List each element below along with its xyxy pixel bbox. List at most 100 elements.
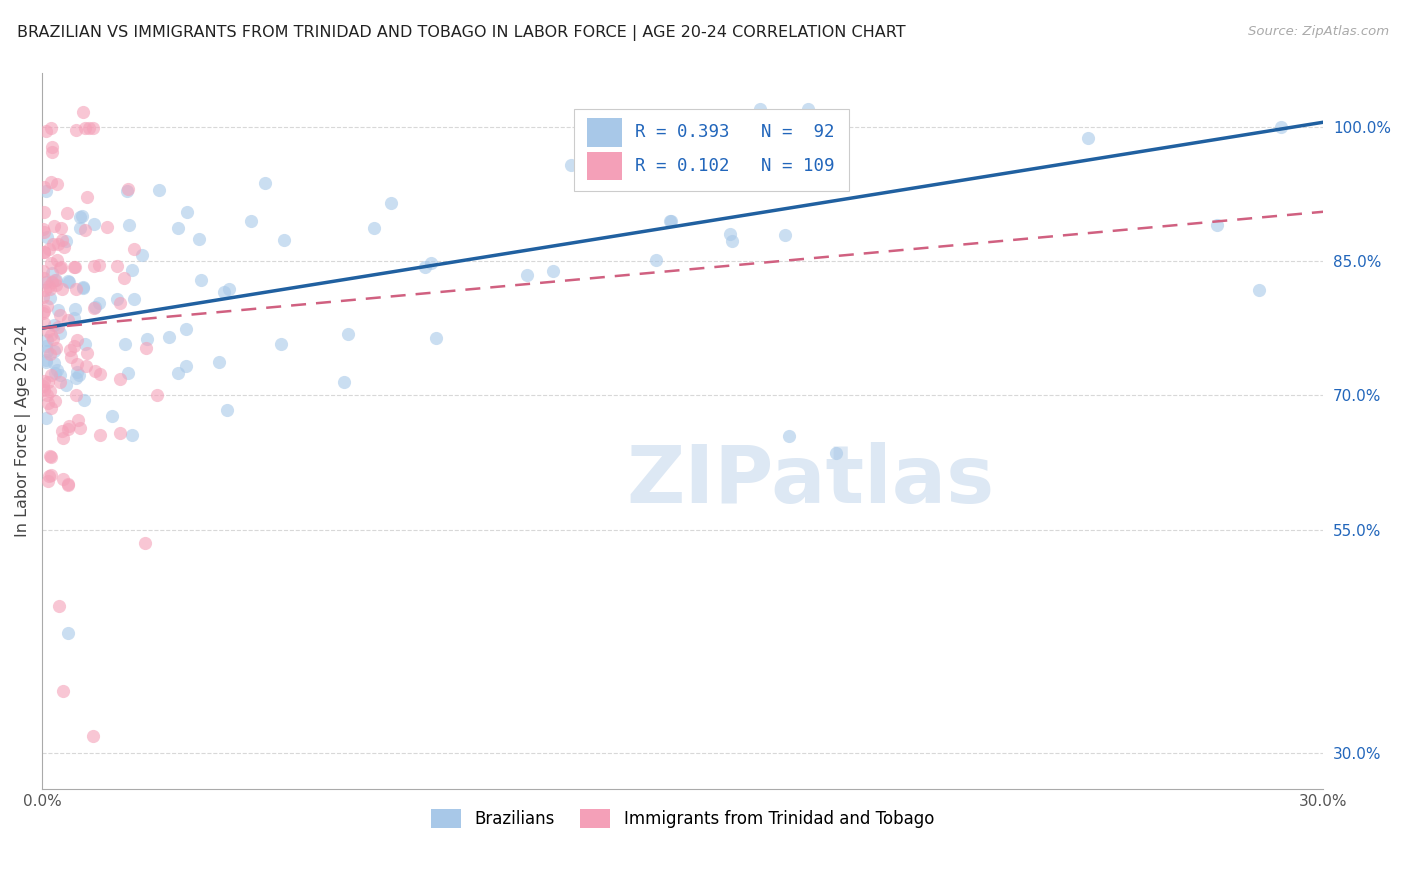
Point bbox=[69, 211, 91, 225]
Point bbox=[32, 271, 55, 285]
Point bbox=[108, 296, 131, 310]
Point bbox=[55, 378, 77, 392]
Point bbox=[38, 449, 60, 463]
Point bbox=[83, 218, 105, 232]
Point bbox=[32, 290, 55, 304]
Point bbox=[336, 326, 359, 341]
Point bbox=[35, 387, 58, 401]
Point bbox=[41, 145, 63, 160]
Point bbox=[174, 359, 197, 373]
Point bbox=[166, 366, 188, 380]
Point bbox=[76, 190, 98, 204]
Point bbox=[35, 124, 58, 138]
Point bbox=[51, 233, 73, 247]
Point bbox=[117, 366, 139, 380]
Point bbox=[65, 123, 87, 137]
Point bbox=[37, 375, 59, 389]
Point bbox=[34, 283, 56, 297]
Point bbox=[65, 260, 87, 275]
Point bbox=[190, 273, 212, 287]
Point bbox=[58, 313, 80, 327]
Point bbox=[83, 363, 105, 377]
Point bbox=[35, 353, 58, 368]
Point bbox=[39, 175, 62, 189]
Point bbox=[749, 102, 772, 116]
Point bbox=[37, 474, 59, 488]
Point bbox=[38, 347, 60, 361]
Point bbox=[1077, 131, 1099, 145]
Point bbox=[32, 306, 55, 320]
Point bbox=[218, 283, 240, 297]
Y-axis label: In Labor Force | Age 20-24: In Labor Force | Age 20-24 bbox=[15, 325, 31, 537]
Point bbox=[96, 219, 118, 234]
Point bbox=[52, 473, 75, 487]
Point bbox=[65, 333, 87, 347]
Point bbox=[166, 220, 188, 235]
Point bbox=[52, 683, 75, 698]
Point bbox=[1270, 120, 1292, 134]
Point bbox=[65, 301, 87, 316]
Point bbox=[82, 729, 104, 743]
Point bbox=[89, 258, 111, 272]
Point bbox=[72, 105, 94, 120]
Point bbox=[58, 477, 80, 491]
Point bbox=[37, 396, 59, 410]
Point bbox=[773, 228, 796, 243]
Point bbox=[32, 263, 55, 277]
Point bbox=[51, 424, 73, 438]
Point bbox=[176, 204, 198, 219]
Point bbox=[273, 233, 295, 247]
Point bbox=[45, 341, 67, 355]
Point bbox=[32, 379, 55, 393]
Point bbox=[52, 431, 75, 445]
Point bbox=[157, 329, 180, 343]
Point bbox=[49, 326, 72, 340]
Point bbox=[83, 259, 105, 273]
Text: R = 0.102   N = 109: R = 0.102 N = 109 bbox=[636, 157, 835, 175]
Point bbox=[41, 256, 63, 270]
Point bbox=[44, 273, 66, 287]
Point bbox=[101, 409, 124, 424]
Point bbox=[721, 235, 744, 249]
Point bbox=[67, 368, 90, 383]
Legend: Brazilians, Immigrants from Trinidad and Tobago: Brazilians, Immigrants from Trinidad and… bbox=[425, 802, 941, 835]
Point bbox=[89, 367, 111, 381]
Point bbox=[39, 368, 62, 382]
Point bbox=[148, 183, 170, 197]
Point bbox=[39, 282, 62, 296]
Point bbox=[39, 467, 62, 482]
Point bbox=[32, 384, 55, 398]
Point bbox=[56, 274, 79, 288]
Point bbox=[46, 362, 69, 376]
Point bbox=[46, 303, 69, 318]
Point bbox=[134, 536, 156, 550]
Point bbox=[560, 158, 582, 172]
Point bbox=[644, 252, 666, 267]
Point bbox=[70, 209, 93, 223]
Point bbox=[63, 339, 86, 353]
Point bbox=[188, 232, 211, 246]
Point bbox=[42, 219, 65, 233]
Point bbox=[135, 341, 157, 355]
Point bbox=[41, 327, 63, 342]
Point bbox=[38, 469, 60, 483]
Point bbox=[48, 599, 70, 613]
Point bbox=[32, 303, 55, 318]
Point bbox=[42, 237, 65, 252]
Point bbox=[69, 220, 91, 235]
Point bbox=[253, 176, 276, 190]
Point bbox=[41, 140, 63, 154]
Point bbox=[56, 478, 79, 492]
Point bbox=[797, 102, 820, 116]
Point bbox=[108, 372, 131, 386]
Point bbox=[46, 252, 69, 267]
Point bbox=[45, 273, 67, 287]
Point bbox=[32, 245, 55, 260]
Point bbox=[66, 365, 89, 379]
Point bbox=[37, 343, 59, 358]
Point bbox=[72, 392, 94, 407]
Point bbox=[72, 280, 94, 294]
Point bbox=[32, 374, 55, 388]
Point bbox=[32, 222, 55, 236]
Point bbox=[718, 227, 741, 241]
